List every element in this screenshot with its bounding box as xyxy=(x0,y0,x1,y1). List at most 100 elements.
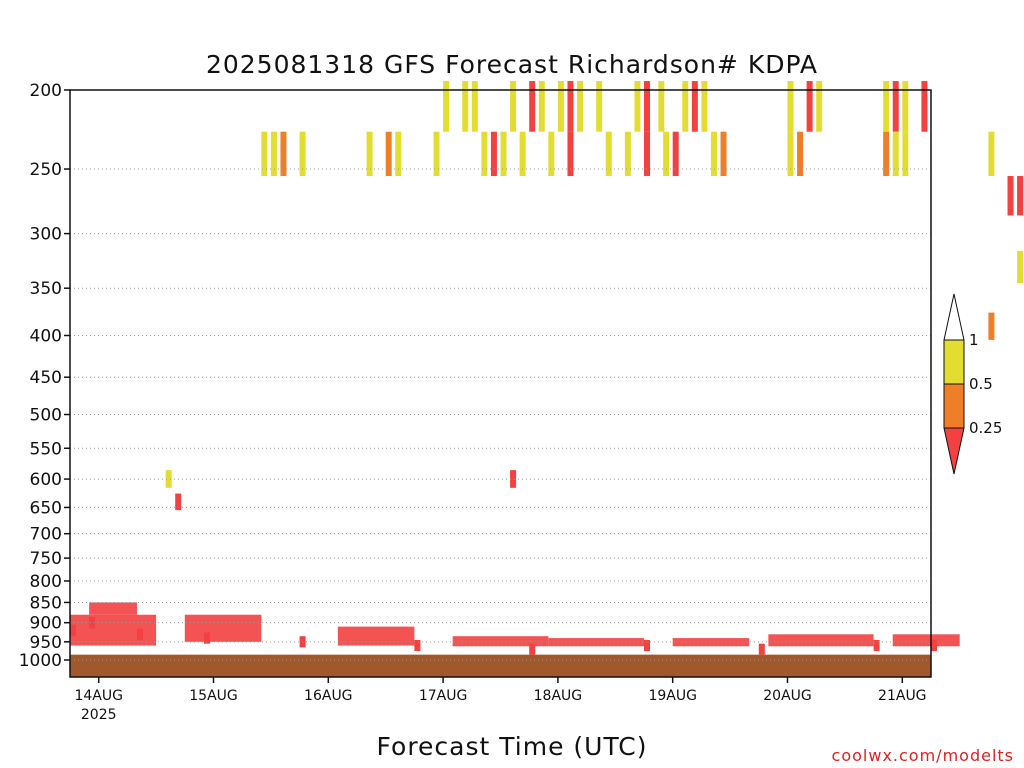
heatmap-cell xyxy=(663,131,670,177)
heatmap-cell xyxy=(136,628,143,640)
lowlevel-band xyxy=(184,614,262,642)
heatmap-cell xyxy=(500,131,507,177)
colorbar-label: 0.25 xyxy=(969,419,1002,437)
heatmap-cell xyxy=(758,643,765,655)
heatmap-cell xyxy=(567,81,574,132)
x-tick-label: 14AUG xyxy=(74,688,123,704)
lowlevel-band xyxy=(89,602,137,615)
heatmap-cell xyxy=(89,616,96,629)
heatmap-cell xyxy=(481,131,488,177)
colorbar-label: 1 xyxy=(969,331,979,349)
lowlevel-band xyxy=(768,634,874,647)
x-tick-label: 20AUG xyxy=(763,688,812,704)
heatmap-cell xyxy=(902,131,909,177)
ground-fill xyxy=(70,654,931,677)
lowlevel-band xyxy=(70,614,157,646)
heatmap-cell xyxy=(567,131,574,177)
y-tick-label: 1000 xyxy=(19,651,62,671)
credit-text: coolwx.com/modelts xyxy=(831,746,1014,765)
heatmap-cell xyxy=(577,81,584,132)
heatmap-cell xyxy=(806,81,813,132)
colorbar-top-arrow xyxy=(943,293,965,341)
heatmap-cell xyxy=(270,131,277,177)
y-tick-label: 900 xyxy=(30,614,62,634)
heatmap-cell xyxy=(462,81,469,132)
heatmap-cell xyxy=(203,632,210,644)
heatmap-cell xyxy=(644,81,650,132)
x-tick-label: 17AUG xyxy=(419,688,468,704)
heatmap-cell xyxy=(787,131,794,177)
heatmap-cell xyxy=(596,81,603,132)
heatmap-cell xyxy=(175,493,182,511)
heatmap-cell xyxy=(892,131,899,177)
y-tick-label: 650 xyxy=(30,498,62,518)
heatmap-cell xyxy=(624,131,631,177)
heatmap-cell xyxy=(883,81,890,132)
heatmap-cell xyxy=(366,131,373,177)
y-tick-label: 550 xyxy=(30,439,62,459)
x-axis: 14AUG 2025 15AUG 16AUG 17AUG 18AUG 19AUG 20AUG 2… xyxy=(74,677,927,723)
heatmap-cell xyxy=(988,131,995,177)
colorbar-bottom-arrow xyxy=(943,427,965,475)
heatmap-cell xyxy=(644,131,650,177)
lowlevel-band xyxy=(337,626,415,646)
y-tick-label: 850 xyxy=(30,593,62,613)
heatmap-cell xyxy=(720,131,727,177)
heatmap-cell xyxy=(797,131,804,177)
heatmap-cell xyxy=(892,81,899,132)
lowlevel-band xyxy=(548,638,644,647)
colorbar-bin xyxy=(943,383,965,429)
heatmap-cell xyxy=(261,131,268,177)
y-axis: 200 250 300 350 400 450 500 550 600 650 700 750 8008… xyxy=(19,81,70,671)
heatmap-cell xyxy=(70,624,76,637)
y-tick-label: 300 xyxy=(30,225,62,245)
lowlevel-band xyxy=(892,634,960,647)
y-tick-label: 400 xyxy=(30,326,62,346)
heatmap-cell xyxy=(787,81,794,132)
heatmap-cell xyxy=(701,81,708,132)
heatmap-cell xyxy=(519,131,526,177)
x-tick-label: 15AUG xyxy=(189,688,238,704)
heatmap-cell xyxy=(1007,176,1014,216)
y-tick-label: 450 xyxy=(30,368,62,388)
y-tick-label: 500 xyxy=(30,406,62,426)
heatmap-cell xyxy=(529,643,536,655)
heatmap-cell xyxy=(557,81,564,132)
x-tick-label: 18AUG xyxy=(534,688,583,704)
heatmap-cell xyxy=(165,470,172,488)
heatmap-cell xyxy=(883,131,890,177)
chart-title: 2025081318 GFS Forecast Richardson# KDPA xyxy=(205,50,819,79)
colorbar-label: 0.5 xyxy=(969,375,993,393)
ground-layer xyxy=(70,654,931,677)
y-tick-label: 200 xyxy=(30,81,62,101)
y-tick-label: 350 xyxy=(30,279,62,299)
y-tick-label: 750 xyxy=(30,549,62,569)
heatmap-cell xyxy=(1017,176,1024,216)
heatmap-cell xyxy=(510,470,517,488)
heatmap-cell xyxy=(385,131,392,177)
x-tick-label: 19AUG xyxy=(648,688,697,704)
heatmap-cell xyxy=(510,81,517,132)
y-tick-label: 800 xyxy=(30,572,62,592)
heatmap-cell xyxy=(538,81,545,132)
heatmap-cell xyxy=(471,81,478,132)
y-tick-label: 250 xyxy=(30,160,62,180)
heatmap-cell xyxy=(988,312,995,340)
heatmap-cell xyxy=(414,639,421,652)
heatmap-cell xyxy=(443,81,450,132)
heatmap-cell xyxy=(682,81,689,132)
heatmap-cell xyxy=(816,81,823,132)
heatmap-cell xyxy=(691,81,698,132)
pressure-grid xyxy=(70,168,931,661)
heatmap-cell xyxy=(490,131,497,177)
colorbar-legend: 1 0.5 0.25 xyxy=(943,293,1002,475)
heatmap-cell xyxy=(931,639,937,652)
colorbar-bin xyxy=(943,339,965,385)
x-tick-label: 16AUG xyxy=(304,688,353,704)
y-tick-label: 700 xyxy=(30,525,62,545)
heatmap-cell xyxy=(529,81,536,132)
heatmap-cell xyxy=(548,131,555,177)
heatmap-cell xyxy=(658,81,665,132)
plot-frame xyxy=(69,89,932,678)
